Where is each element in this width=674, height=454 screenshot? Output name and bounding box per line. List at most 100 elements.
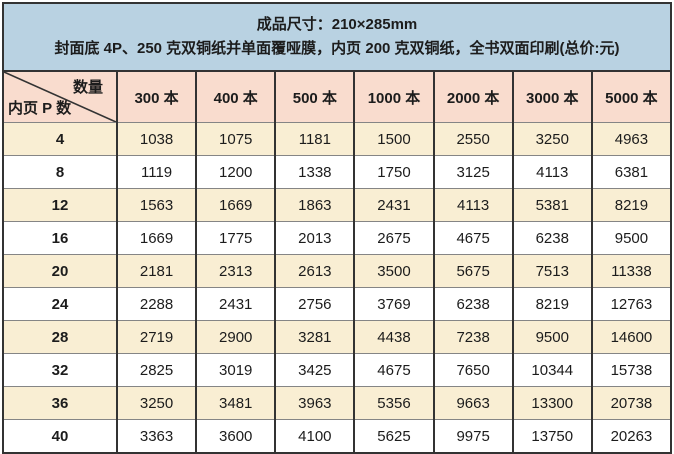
quantity-header: 400 本 xyxy=(195,71,276,123)
price-cell: 1200 xyxy=(195,155,276,189)
price-cell: 13300 xyxy=(511,386,592,420)
pages-cell: 16 xyxy=(3,221,117,255)
price-cell: 12763 xyxy=(590,287,671,321)
table-row: 20 2181 2313 2613 3500 5675 7513 11338 xyxy=(3,254,671,288)
price-cell: 13750 xyxy=(511,419,592,453)
price-cell: 7513 xyxy=(511,254,592,288)
price-cell: 2719 xyxy=(115,320,197,354)
column-header-row: 数量 内页 P 数 300 本 400 本 500 本 1000 本 2000 本 300… xyxy=(2,71,671,123)
price-cell: 4438 xyxy=(353,320,434,354)
price-cell: 4675 xyxy=(432,221,513,255)
pages-cell: 28 xyxy=(3,320,117,354)
price-cell: 3500 xyxy=(353,254,434,288)
price-cell: 5675 xyxy=(432,254,513,288)
price-cell: 4675 xyxy=(353,353,434,387)
price-cell: 1563 xyxy=(115,188,197,222)
price-cell: 3363 xyxy=(115,419,197,453)
price-cell: 2013 xyxy=(274,221,355,255)
price-cell: 4113 xyxy=(432,188,513,222)
pages-cell: 20 xyxy=(3,254,117,288)
price-rows: 4 1038 1075 1181 1500 2550 3250 4963 8 1119 1200 13… xyxy=(3,122,671,453)
pages-cell: 32 xyxy=(3,353,117,387)
price-cell: 9500 xyxy=(511,320,592,354)
price-cell: 2313 xyxy=(195,254,276,288)
price-cell: 5625 xyxy=(353,419,434,453)
price-cell: 2900 xyxy=(195,320,276,354)
price-cell: 2288 xyxy=(115,287,197,321)
quantity-header: 2000 本 xyxy=(432,71,513,123)
price-cell: 4113 xyxy=(511,155,592,189)
price-cell: 2550 xyxy=(432,122,513,156)
price-cell: 1119 xyxy=(115,155,197,189)
price-cell: 3425 xyxy=(274,353,355,387)
price-cell: 2675 xyxy=(353,221,434,255)
price-cell: 6238 xyxy=(511,221,592,255)
price-cell: 1181 xyxy=(274,122,355,156)
price-cell: 3481 xyxy=(195,386,276,420)
price-cell: 2431 xyxy=(353,188,434,222)
price-cell: 3281 xyxy=(274,320,355,354)
price-cell: 7238 xyxy=(432,320,513,354)
pages-cell: 24 xyxy=(3,287,117,321)
corner-cell: 数量 内页 P 数 xyxy=(2,71,117,123)
table-row: 32 2825 3019 3425 4675 7650 10344 15738 xyxy=(3,353,671,387)
price-cell: 1075 xyxy=(195,122,276,156)
quantity-header: 300 本 xyxy=(115,71,197,123)
price-cell: 5356 xyxy=(353,386,434,420)
price-cell: 2431 xyxy=(195,287,276,321)
table-row: 4 1038 1075 1181 1500 2550 3250 4963 xyxy=(3,122,671,156)
price-cell: 3600 xyxy=(195,419,276,453)
price-cell: 1669 xyxy=(195,188,276,222)
price-cell: 6381 xyxy=(590,155,671,189)
price-cell: 2181 xyxy=(115,254,197,288)
price-cell: 1863 xyxy=(274,188,355,222)
price-cell: 10344 xyxy=(511,353,592,387)
diagonal-divider xyxy=(4,72,116,122)
price-cell: 11338 xyxy=(590,254,671,288)
price-cell: 9500 xyxy=(590,221,671,255)
price-cell: 1338 xyxy=(274,155,355,189)
pages-cell: 4 xyxy=(3,122,117,156)
price-cell: 8219 xyxy=(590,188,671,222)
price-cell: 8219 xyxy=(511,287,592,321)
price-cell: 1038 xyxy=(115,122,197,156)
table-row: 28 2719 2900 3281 4438 7238 9500 14600 xyxy=(3,320,671,354)
price-cell: 9975 xyxy=(432,419,513,453)
price-cell: 5381 xyxy=(511,188,592,222)
price-cell: 3250 xyxy=(115,386,197,420)
price-cell: 15738 xyxy=(590,353,671,387)
product-size-title: 成品尺寸：210×285mm xyxy=(256,16,418,33)
price-cell: 3125 xyxy=(432,155,513,189)
price-cell: 20738 xyxy=(590,386,671,420)
price-cell: 3250 xyxy=(511,122,592,156)
pages-cell: 12 xyxy=(3,188,117,222)
price-cell: 1750 xyxy=(353,155,434,189)
pages-cell: 36 xyxy=(3,386,117,420)
price-cell: 6238 xyxy=(432,287,513,321)
price-cell: 1775 xyxy=(195,221,276,255)
quantity-header: 500 本 xyxy=(274,71,355,123)
price-cell: 4963 xyxy=(590,122,671,156)
pages-cell: 8 xyxy=(3,155,117,189)
table-row: 40 3363 3600 4100 5625 9975 13750 20263 xyxy=(3,419,671,453)
quantity-header: 1000 本 xyxy=(353,71,434,123)
table-row: 12 1563 1669 1863 2431 4113 5381 8219 xyxy=(3,188,671,222)
price-cell: 14600 xyxy=(590,320,671,354)
banner-cell: 成品尺寸：210×285mm 封面底 4P、250 克双铜纸并单面覆哑膜，内页 … xyxy=(3,3,671,72)
price-cell: 7650 xyxy=(432,353,513,387)
table-row: 36 3250 3481 3963 5356 9663 13300 20738 xyxy=(3,386,671,420)
price-cell: 2825 xyxy=(115,353,197,387)
price-cell: 1500 xyxy=(353,122,434,156)
price-cell: 3019 xyxy=(195,353,276,387)
price-cell: 3963 xyxy=(274,386,355,420)
price-cell: 3769 xyxy=(353,287,434,321)
price-cell: 4100 xyxy=(274,419,355,453)
table-row: 16 1669 1775 2013 2675 4675 6238 9500 xyxy=(3,221,671,255)
spec-description: 封面底 4P、250 克双铜纸并单面覆哑膜，内页 200 克双铜纸，全书双面印刷… xyxy=(54,40,620,57)
price-cell: 2756 xyxy=(274,287,355,321)
table-row: 24 2288 2431 2756 3769 6238 8219 12763 xyxy=(3,287,671,321)
price-cell: 9663 xyxy=(432,386,513,420)
price-cell: 2613 xyxy=(274,254,355,288)
corner-label-pages: 内页 P 数 xyxy=(8,100,72,117)
